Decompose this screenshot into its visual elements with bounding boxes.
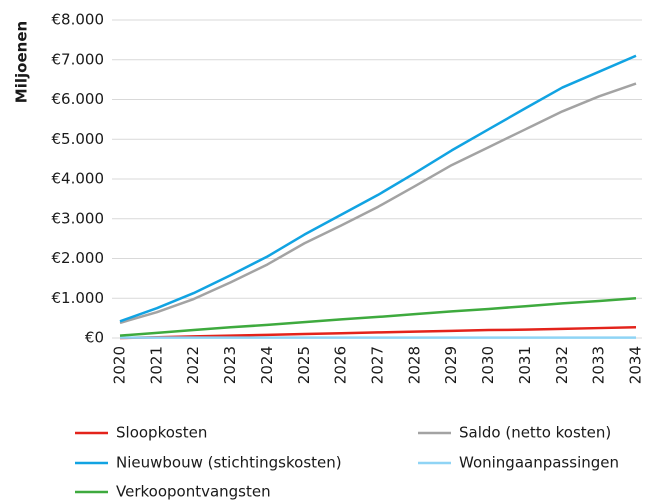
y-axis-label: Miljoenen bbox=[13, 21, 31, 103]
series-line bbox=[119, 326, 637, 340]
series-line bbox=[119, 54, 637, 323]
x-tick-label: 2029 bbox=[442, 346, 460, 384]
x-tick-label: 2023 bbox=[221, 346, 239, 384]
series-line bbox=[119, 297, 637, 337]
y-tick-label: €6.000 bbox=[52, 90, 105, 108]
y-tick-label: €4.000 bbox=[52, 170, 105, 188]
legend-label: Saldo (netto kosten) bbox=[459, 424, 611, 442]
legend-label: Woningaanpassingen bbox=[459, 454, 619, 472]
y-tick-label: €1.000 bbox=[52, 289, 105, 307]
x-tick-label: 2030 bbox=[479, 346, 497, 384]
y-tick-label: €0 bbox=[85, 329, 104, 347]
x-tick-label: 2022 bbox=[184, 346, 202, 384]
series-line bbox=[119, 82, 637, 325]
x-tick-label: 2024 bbox=[258, 346, 276, 384]
x-tick-label: 2025 bbox=[295, 346, 313, 384]
x-tick-label: 2032 bbox=[553, 346, 571, 384]
legend-label: Nieuwbouw (stichtingskosten) bbox=[116, 454, 342, 472]
y-tick-label: €5.000 bbox=[52, 130, 105, 148]
x-tick-label: 2020 bbox=[111, 346, 129, 384]
y-tick-label: €8.000 bbox=[52, 11, 105, 29]
x-tick-label: 2021 bbox=[147, 346, 165, 384]
y-tick-label: €7.000 bbox=[52, 50, 105, 68]
x-tick-label: 2031 bbox=[516, 346, 534, 384]
legend-label: Sloopkosten bbox=[116, 424, 207, 442]
x-tick-label: 2033 bbox=[590, 346, 608, 384]
x-tick-label: 2028 bbox=[405, 346, 423, 384]
y-tick-label: €2.000 bbox=[52, 249, 105, 267]
y-tick-label: €3.000 bbox=[52, 209, 105, 227]
x-tick-label: 2026 bbox=[332, 346, 350, 384]
x-tick-label: 2034 bbox=[627, 346, 645, 384]
legend-label: Verkoopontvangsten bbox=[116, 483, 271, 501]
x-tick-label: 2027 bbox=[369, 346, 387, 384]
